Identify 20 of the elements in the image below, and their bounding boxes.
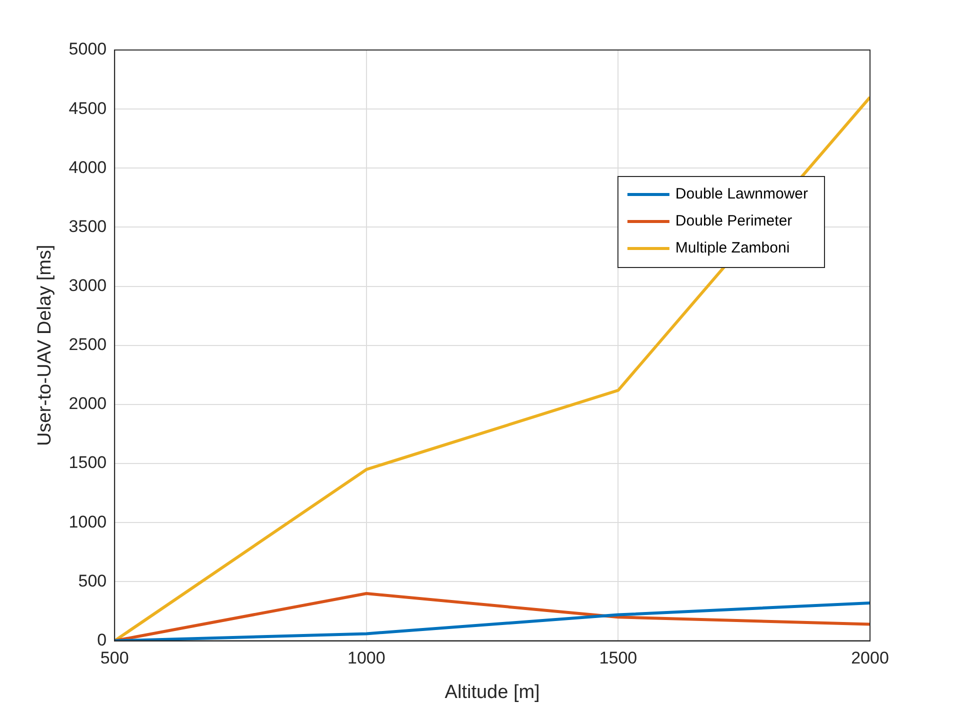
- legend-label: Double Perimeter: [675, 212, 792, 230]
- y-tick-label: 1000: [68, 512, 107, 532]
- y-tick-label: 4000: [68, 158, 107, 177]
- x-tick-label: 500: [100, 648, 129, 668]
- y-tick-label: 2000: [68, 394, 107, 414]
- y-axis-title: User-to-UAV Delay [ms]: [34, 244, 56, 446]
- legend-label: Double Lawnmower: [675, 186, 808, 203]
- y-tick-label: 500: [78, 571, 107, 590]
- y-tick-label: 3500: [68, 216, 107, 236]
- x-tick-label: 1000: [348, 648, 386, 668]
- x-tick-label: 1500: [599, 648, 638, 668]
- y-tick-label: 5000: [68, 40, 107, 59]
- x-axis-title: Altitude [m]: [444, 682, 540, 703]
- y-tick-label: 3000: [68, 276, 107, 296]
- x-tick-label: 2000: [851, 648, 889, 668]
- y-tick-label: 2500: [68, 335, 107, 354]
- y-tick-label: 4500: [68, 98, 107, 118]
- y-tick-label: 0: [97, 630, 107, 650]
- y-tick-label: 1500: [68, 453, 107, 472]
- legend-label: Multiple Zamboni: [675, 240, 790, 257]
